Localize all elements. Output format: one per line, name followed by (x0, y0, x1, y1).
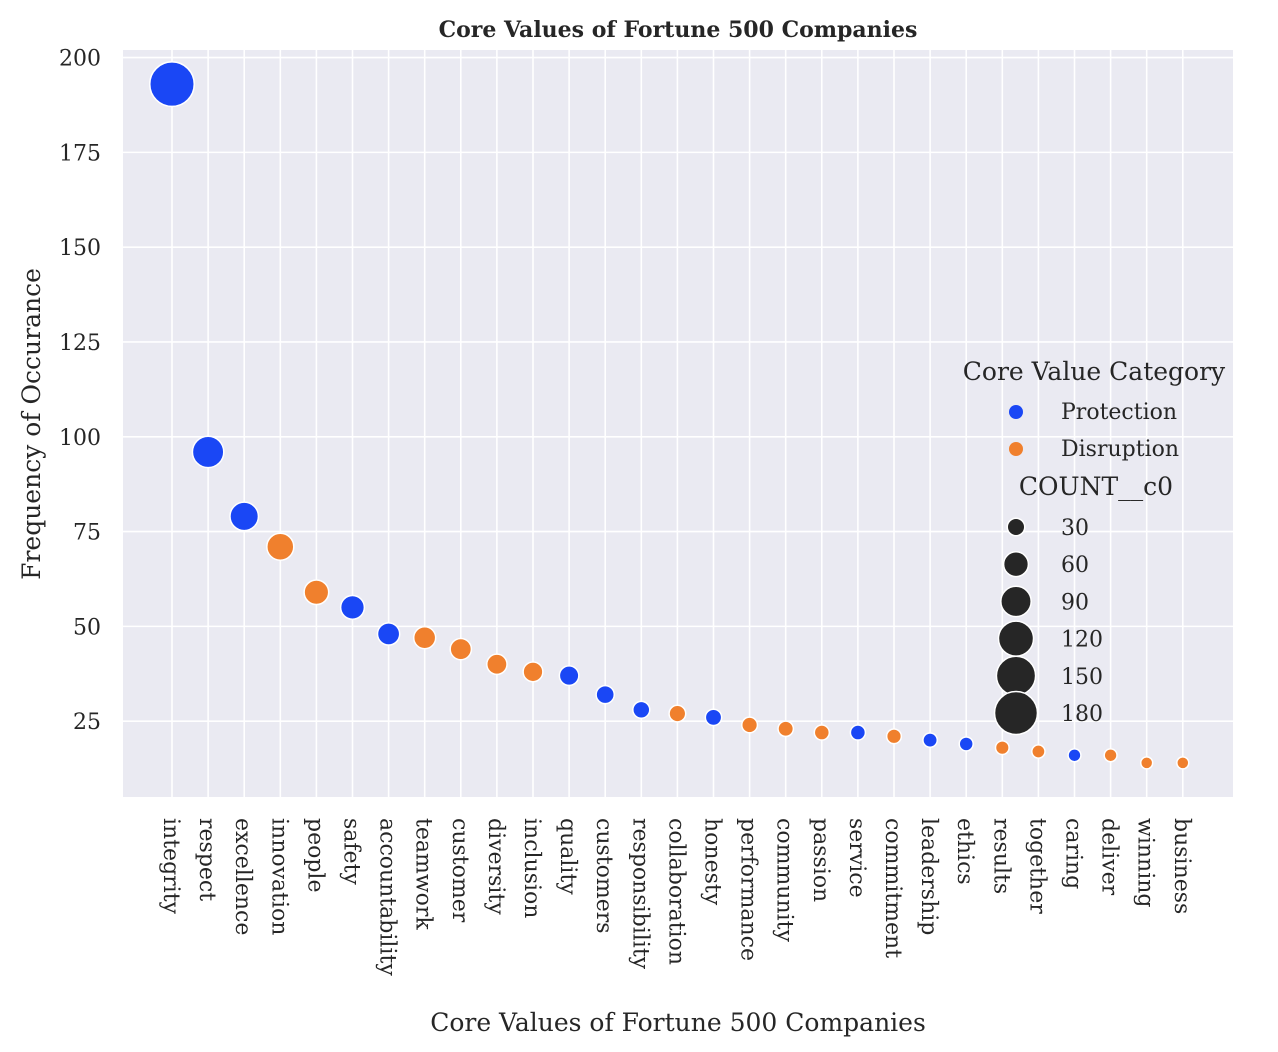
data-point-collaboration (668, 704, 687, 723)
data-point-service (849, 724, 867, 741)
x-tick-label: people (302, 818, 327, 893)
x-tick-label: honesty (700, 818, 725, 906)
legend-marker-disruption (1009, 442, 1023, 456)
x-tick-label: commitment (880, 818, 905, 958)
data-point-diversity (486, 653, 508, 676)
data-point-together (1031, 744, 1046, 759)
y-tick-label: 150 (59, 236, 101, 261)
data-point-people (303, 579, 330, 606)
size-legend-label: 60 (1061, 553, 1089, 578)
x-tick-label: responsibility (627, 818, 652, 970)
data-point-honesty (704, 708, 723, 727)
y-tick-labels: 25 50 75 100 125 150 175 200 (59, 47, 101, 736)
y-tick-label: 175 (59, 141, 101, 166)
x-tick-label: leadership (916, 818, 941, 935)
x-tick-label: integrity (158, 818, 183, 915)
chart-title: Core Values of Fortune 500 Companies (439, 17, 918, 43)
x-tick-label: deliver (1097, 818, 1122, 896)
data-point-respect (191, 435, 225, 469)
legend-label-protection: Protection (1061, 400, 1177, 425)
size-legend-label: 180 (1061, 702, 1103, 727)
data-point-accountability (376, 622, 401, 646)
legend-label-disruption: Disruption (1061, 437, 1179, 462)
data-point-customers (595, 684, 616, 705)
data-point-leadership (922, 732, 939, 749)
data-point-quality (558, 665, 580, 687)
x-tick-label: customers (591, 818, 616, 934)
x-tick-label: ethics (952, 818, 977, 885)
size-legend-marker (1000, 585, 1032, 618)
data-point-safety (339, 594, 366, 621)
x-tick-label: accountability (375, 818, 400, 976)
hue-legend-title: Core Value Category (963, 357, 1226, 386)
legend-marker-protection (1009, 405, 1023, 419)
x-tick-label: business (1169, 818, 1194, 914)
x-tick-label: customer (447, 818, 472, 923)
x-tick-labels: integrity respect excellence innovation peop… (158, 818, 1194, 976)
data-point-excellence (229, 501, 260, 532)
x-tick-label: winning (1133, 818, 1158, 908)
size-legend-entries: 30 60 90 120 150 180 (993, 516, 1103, 736)
data-point-performance (741, 716, 759, 734)
x-tick-label: excellence (230, 818, 255, 935)
legend: Core Value Category Protection Disruptio… (963, 357, 1226, 736)
x-tick-label: together (1024, 818, 1049, 914)
data-point-commitment (885, 728, 903, 745)
size-legend-title: COUNT__c0 (1019, 472, 1173, 501)
x-tick-label: quality (555, 818, 580, 895)
y-tick-label: 100 (59, 426, 101, 451)
data-point-customer (449, 637, 473, 661)
data-point-responsibility (632, 700, 651, 720)
size-legend-marker (993, 690, 1039, 736)
size-legend-marker (995, 655, 1037, 697)
size-legend-label: 120 (1061, 628, 1103, 653)
data-point-innovation (266, 532, 295, 561)
y-tick-label: 75 (73, 521, 101, 546)
size-legend-marker (1006, 517, 1026, 537)
x-tick-label: caring (1061, 818, 1086, 889)
size-legend-label: 150 (1061, 665, 1103, 690)
y-tick-label: 50 (73, 615, 101, 640)
y-tick-label: 125 (59, 331, 101, 356)
y-tick-label: 200 (59, 47, 101, 72)
data-point-integrity (149, 61, 195, 108)
x-tick-label: safety (339, 818, 364, 885)
y-tick-label: 25 (73, 710, 101, 735)
x-axis-label: Core Values of Fortune 500 Companies (430, 1008, 926, 1037)
data-point-business (1176, 756, 1190, 770)
data-point-community (777, 720, 795, 738)
size-legend-marker (1002, 551, 1030, 578)
size-legend-marker (997, 620, 1035, 657)
data-point-passion (813, 724, 831, 741)
x-tick-label: respect (194, 818, 219, 901)
x-tick-label: results (988, 818, 1013, 894)
size-legend-label: 30 (1061, 516, 1089, 541)
x-tick-label: innovation (266, 818, 291, 935)
x-tick-label: collaboration (663, 818, 688, 965)
data-point-results (994, 740, 1010, 756)
size-legend-label: 90 (1061, 590, 1089, 615)
x-tick-label: teamwork (411, 818, 436, 930)
x-tick-label: performance (736, 818, 761, 961)
data-points (149, 61, 1190, 770)
data-point-winning (1139, 756, 1154, 770)
data-point-deliver (1103, 748, 1118, 763)
data-point-caring (1067, 748, 1082, 763)
x-tick-label: community (772, 818, 797, 943)
data-point-inclusion (522, 661, 544, 683)
x-tick-label: service (844, 818, 869, 898)
x-tick-label: inclusion (519, 818, 544, 918)
x-tick-label: passion (808, 818, 833, 902)
x-tick-label: diversity (483, 818, 508, 915)
data-point-ethics (958, 736, 974, 752)
data-point-teamwork (412, 626, 437, 650)
y-axis-label: Frequency of Occurance (17, 268, 46, 580)
